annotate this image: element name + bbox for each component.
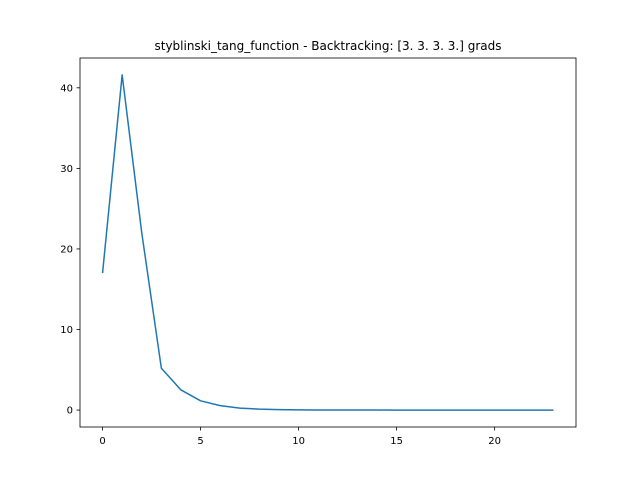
y-axis: 0 10 20 30 40 (60, 83, 80, 417)
plot-frame (79, 57, 577, 428)
x-tick-label: 5 (197, 436, 203, 447)
x-tick-label: 20 (488, 436, 501, 447)
plot-area (80, 58, 576, 427)
y-tick-label: 30 (60, 164, 73, 175)
y-tick-label: 10 (60, 325, 73, 336)
x-tick-label: 15 (390, 436, 403, 447)
x-axis: 0 5 10 15 20 (99, 427, 501, 447)
y-tick-label: 0 (67, 406, 73, 417)
chart-title: styblinski_tang_function - Backtracking:… (154, 39, 501, 53)
x-tick-label: 10 (292, 436, 305, 447)
y-tick-label: 20 (60, 244, 73, 255)
series-line (101, 74, 554, 411)
series-layer (101, 74, 554, 411)
y-tick-label: 40 (60, 83, 73, 94)
x-tick-label: 0 (99, 436, 105, 447)
